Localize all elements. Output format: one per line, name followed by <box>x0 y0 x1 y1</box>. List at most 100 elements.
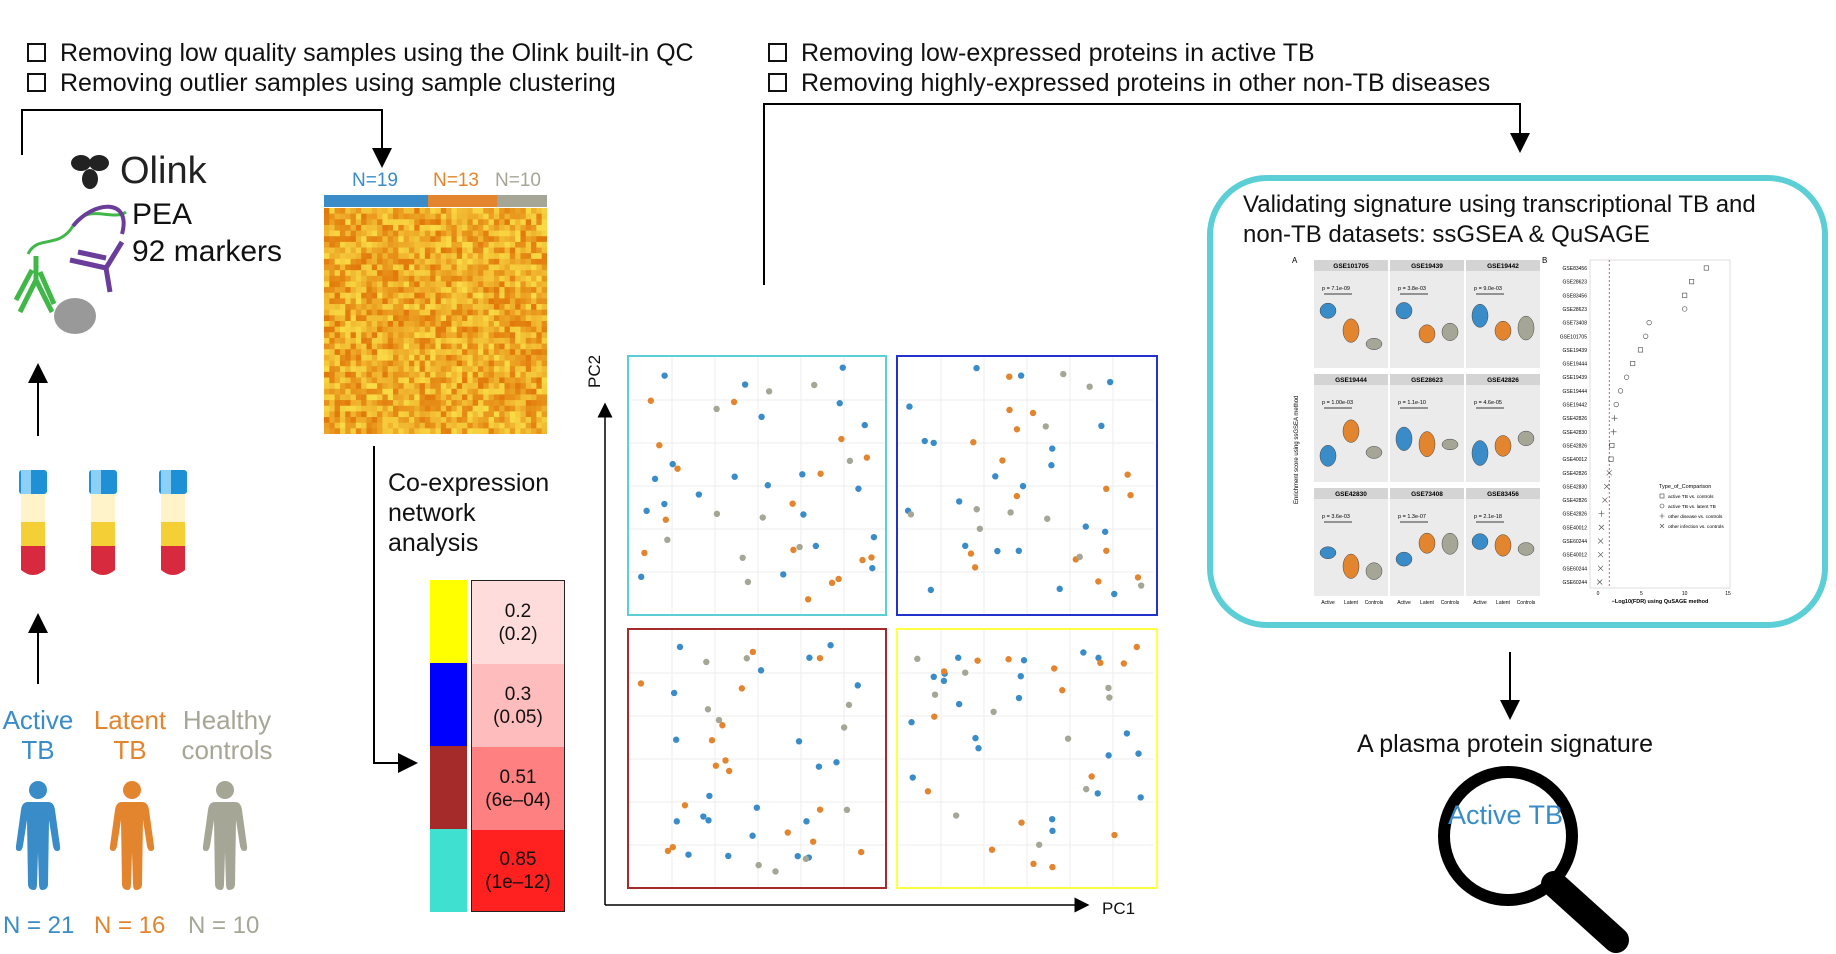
heatmap-cell <box>329 377 336 384</box>
heatmap-cell <box>525 388 532 395</box>
heatmap-cell <box>451 208 458 215</box>
heatmap-cell <box>531 208 537 215</box>
heatmap-cell <box>377 411 383 418</box>
heatmap-cell <box>334 326 341 333</box>
heatmap-cell <box>499 270 506 277</box>
heatmap-cell <box>462 360 468 367</box>
olink-logo-icon <box>71 155 109 189</box>
heatmap-cell <box>345 394 352 401</box>
pca-point <box>1030 860 1037 868</box>
heatmap-cell <box>536 292 543 299</box>
heatmap-cell <box>371 230 378 237</box>
heatmap-cell <box>467 241 474 249</box>
heatmap-cell <box>467 247 474 254</box>
heatmap-cell <box>504 224 511 232</box>
heatmap-cell <box>456 298 463 305</box>
heatmap-cell <box>536 241 543 249</box>
heatmap-cell <box>355 219 362 226</box>
heatmap-cell <box>355 275 362 282</box>
heatmap-cell <box>329 213 336 220</box>
heatmap-cell <box>488 213 495 220</box>
pca-point <box>976 525 984 532</box>
heatmap-cell <box>393 360 399 367</box>
heatmap-cell <box>366 230 373 237</box>
heatmap-cell <box>509 270 516 277</box>
heatmap-cell <box>366 247 373 254</box>
pca-point <box>811 381 818 389</box>
qusage-point <box>1682 306 1688 312</box>
heatmap-cell <box>382 343 389 350</box>
module-cell-turquoise: 0.85 (1e–12) <box>472 830 564 911</box>
pca-point <box>670 689 678 697</box>
heatmap-cell <box>477 275 484 282</box>
heatmap-cell <box>499 400 506 407</box>
heatmap-cell <box>382 394 389 401</box>
heatmap-cell <box>350 241 357 249</box>
heatmap-cell <box>462 388 468 395</box>
heatmap-cell <box>446 270 452 277</box>
heatmap-cell <box>393 321 399 328</box>
heatmap-cell <box>414 270 421 277</box>
pca-point <box>817 470 824 477</box>
heatmap-cell <box>472 371 479 378</box>
heatmap-cell <box>504 321 511 328</box>
qusage-point <box>1624 374 1630 380</box>
pca-point <box>1007 509 1014 516</box>
heatmap-cell <box>387 213 394 220</box>
pca-point <box>708 737 716 744</box>
violin-pvalue: p = 9.0e-03 <box>1474 286 1502 292</box>
heatmap-cell <box>424 343 431 350</box>
heatmap-cell <box>446 253 452 260</box>
pca-point <box>765 388 773 395</box>
heatmap-cell <box>371 270 378 277</box>
heatmap-cell <box>467 400 474 407</box>
heatmap-cell <box>408 287 415 294</box>
qusage-point <box>1610 428 1617 435</box>
heatmap-cell <box>366 275 373 282</box>
heatmap-cell <box>334 304 341 311</box>
qusage-xlabel: −Log10(FDR) using QuSAGE method <box>1612 599 1709 605</box>
pca-point <box>836 400 843 407</box>
heatmap-cell <box>435 371 442 378</box>
heatmap-cell <box>488 405 495 412</box>
heatmap-cell <box>541 371 547 378</box>
heatmap-cell <box>339 253 346 260</box>
qusage-plot-area <box>1589 259 1731 589</box>
heatmap-cell <box>525 411 532 418</box>
heatmap-cell <box>339 326 346 333</box>
heatmap-cell <box>350 377 357 384</box>
heatmap-cell <box>472 349 479 356</box>
module-blue-value: 0.3 <box>504 683 532 705</box>
heatmap-cell <box>467 270 474 277</box>
heatmap-cell <box>446 343 452 350</box>
heatmap-cell <box>366 377 373 384</box>
heatmap-cell <box>488 337 495 345</box>
heatmap-cell <box>477 287 484 294</box>
heatmap-cell <box>483 377 490 384</box>
signature-label: Active TB <box>1448 800 1564 830</box>
heatmap-cell <box>541 298 547 305</box>
heatmap-cell <box>329 394 336 401</box>
heatmap-cell <box>515 292 521 299</box>
heatmap-cell <box>477 298 484 305</box>
heatmap-cell <box>345 258 352 265</box>
heatmap-cell <box>467 213 474 220</box>
heatmap-cell <box>499 287 506 294</box>
heatmap-cell <box>493 253 500 260</box>
heatmap-cell <box>350 371 357 378</box>
heatmap-cell <box>499 411 506 418</box>
heatmap-cell <box>451 354 458 362</box>
heatmap-cell <box>509 343 516 350</box>
heatmap-cell <box>334 315 341 322</box>
heatmap-cell <box>515 247 521 254</box>
heatmap-cell <box>541 411 547 418</box>
heatmap-cell <box>515 349 521 356</box>
heatmap-cell <box>403 292 410 299</box>
heatmap-cell <box>334 337 341 345</box>
heatmap-cell <box>499 321 506 328</box>
heatmap-cell <box>329 428 336 434</box>
heatmap-cell <box>462 281 468 288</box>
heatmap-cell <box>355 236 362 243</box>
heatmap-cell <box>371 309 378 316</box>
